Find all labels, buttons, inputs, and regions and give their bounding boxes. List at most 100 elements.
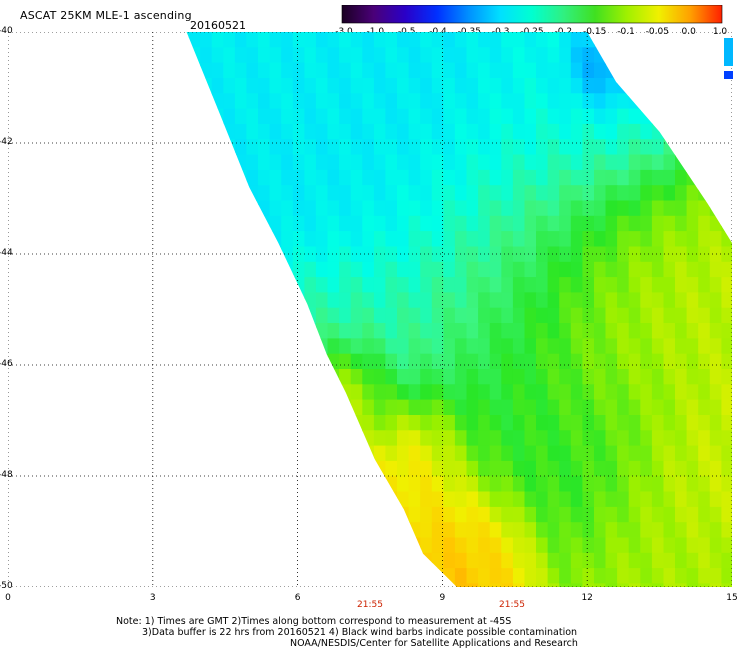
field-cell — [466, 93, 479, 110]
field-cell — [315, 415, 329, 431]
field-cell — [570, 277, 583, 293]
field-cell — [223, 185, 236, 202]
field-cell — [362, 476, 375, 493]
field-cell — [258, 323, 271, 339]
field-cell — [211, 154, 224, 171]
field-cell — [362, 169, 375, 186]
field-cell — [698, 215, 711, 232]
field-cell — [512, 369, 526, 385]
field-cell — [234, 169, 248, 186]
field-cell — [211, 369, 224, 385]
field-cell — [686, 78, 699, 94]
field-cell — [686, 476, 699, 493]
field-cell — [489, 139, 502, 156]
field-cell — [385, 491, 398, 508]
field-cell — [281, 139, 294, 156]
field-cell — [466, 460, 479, 477]
field-cell — [605, 139, 618, 156]
field-cell — [223, 200, 236, 217]
field-cell — [721, 292, 732, 309]
field-cell — [339, 154, 352, 171]
field-cell — [489, 491, 502, 508]
field-cell — [512, 522, 526, 539]
field-cell — [385, 139, 398, 156]
field-cell — [605, 32, 618, 48]
field-cell — [478, 277, 491, 293]
field-cell — [454, 307, 468, 324]
field-cell — [721, 552, 732, 569]
lat-label: -46 — [0, 359, 13, 369]
field-cell — [211, 338, 224, 355]
field-cell — [431, 369, 444, 385]
field-cell — [408, 154, 421, 171]
field-cell — [501, 200, 514, 217]
field-cell — [362, 307, 375, 324]
field-cell — [559, 460, 572, 477]
field-cell — [397, 200, 410, 217]
field-cell — [408, 384, 421, 401]
field-cell — [698, 277, 711, 293]
field-cell — [362, 277, 375, 293]
field-cell — [200, 215, 213, 232]
field-cell — [339, 415, 352, 431]
field-cell — [269, 369, 282, 385]
field-cell — [536, 231, 549, 247]
field-cell — [640, 307, 653, 324]
field-cell — [385, 384, 398, 401]
field-cell — [512, 215, 526, 232]
field-cell — [327, 552, 340, 569]
field-cell — [186, 476, 190, 493]
field-cell — [628, 185, 641, 202]
field-cell — [304, 583, 317, 587]
field-cell — [617, 491, 630, 508]
field-cell — [640, 323, 653, 339]
field-cell — [350, 169, 363, 186]
field-cell — [686, 353, 699, 370]
field-cell — [350, 93, 363, 110]
field-cell — [663, 123, 676, 140]
field-cell — [686, 231, 699, 247]
field-cell — [709, 231, 722, 247]
field-cell — [200, 277, 213, 293]
field-cell — [200, 200, 213, 217]
field-cell — [304, 399, 317, 416]
field-cell — [675, 32, 688, 48]
field-cell — [431, 78, 444, 94]
field-cell — [443, 369, 456, 385]
field-cell — [362, 522, 375, 539]
field-cell — [489, 568, 502, 584]
field-cell — [721, 93, 732, 110]
field-cell — [234, 139, 248, 156]
field-cell — [478, 169, 491, 186]
field-cell — [408, 323, 421, 339]
field-cell — [594, 154, 607, 171]
field-cell — [686, 399, 699, 416]
field-cell — [640, 139, 653, 156]
field-cell — [617, 139, 630, 156]
field-cell — [315, 476, 329, 493]
field-cell — [246, 338, 259, 355]
field-cell — [628, 123, 641, 140]
field-cell — [281, 476, 294, 493]
field-cell — [373, 62, 387, 79]
field-cell — [594, 369, 607, 385]
field-cell — [466, 215, 479, 232]
field-cell — [211, 506, 224, 523]
field-cell — [397, 169, 410, 186]
field-cell — [559, 338, 572, 355]
field-cell — [524, 231, 537, 247]
field-cell — [373, 430, 387, 447]
field-cell — [223, 93, 236, 110]
field-cell — [640, 583, 653, 587]
field-cell — [223, 123, 236, 140]
field-cell — [420, 445, 433, 462]
field-cell — [709, 353, 722, 370]
field-cell — [211, 277, 224, 293]
field-cell — [478, 185, 491, 202]
field-cell — [675, 185, 688, 202]
field-cell — [594, 47, 607, 64]
field-cell — [304, 200, 317, 217]
field-cell — [211, 215, 224, 232]
field-cell — [258, 261, 271, 278]
field-cell — [698, 261, 711, 278]
